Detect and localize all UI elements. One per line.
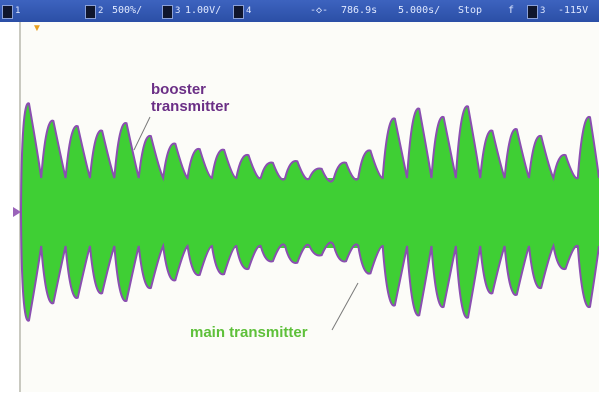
booster-label-line-1: booster [151, 81, 207, 98]
time-offset: 786.9s [341, 5, 378, 16]
status-bar: 1 2 500%/ 3 1.00V/ 4 -◇- 786.9s 5.000s/ … [0, 0, 599, 22]
trigger-point-icon: ▼ [32, 23, 42, 34]
channel-3-indicator[interactable]: 3 [162, 0, 180, 22]
main-pointer-line [331, 282, 359, 331]
channel-3-scale: 1.00V/ [185, 5, 222, 16]
booster-label-line-2: transmitter [151, 98, 230, 115]
booster-transmitter-label: booster transmitter [151, 81, 229, 115]
timebase-scale: 5.000s/ [398, 5, 441, 16]
waveform-upper-edge [20, 102, 599, 213]
trigger-level: -115V [558, 5, 589, 16]
waveform-lower-edge [20, 211, 599, 322]
channel-2-scale: 500%/ [112, 5, 143, 16]
channel-1-indicator[interactable]: 1 [2, 0, 20, 22]
run-state[interactable]: Stop [458, 5, 483, 16]
trigger-slope-icon: f [508, 5, 515, 16]
trigger-channel-indicator[interactable]: 3 [527, 0, 545, 22]
waveform-core-band [21, 178, 599, 248]
ground-reference-marker-icon[interactable] [13, 207, 21, 217]
main-transmitter-label: main transmitter [190, 324, 308, 341]
channel-4-indicator[interactable]: 4 [233, 0, 251, 22]
trigger-position-icon: -◇- [310, 5, 329, 16]
channel-2-indicator[interactable]: 2 [85, 0, 103, 22]
booster-pointer-line [133, 116, 151, 151]
